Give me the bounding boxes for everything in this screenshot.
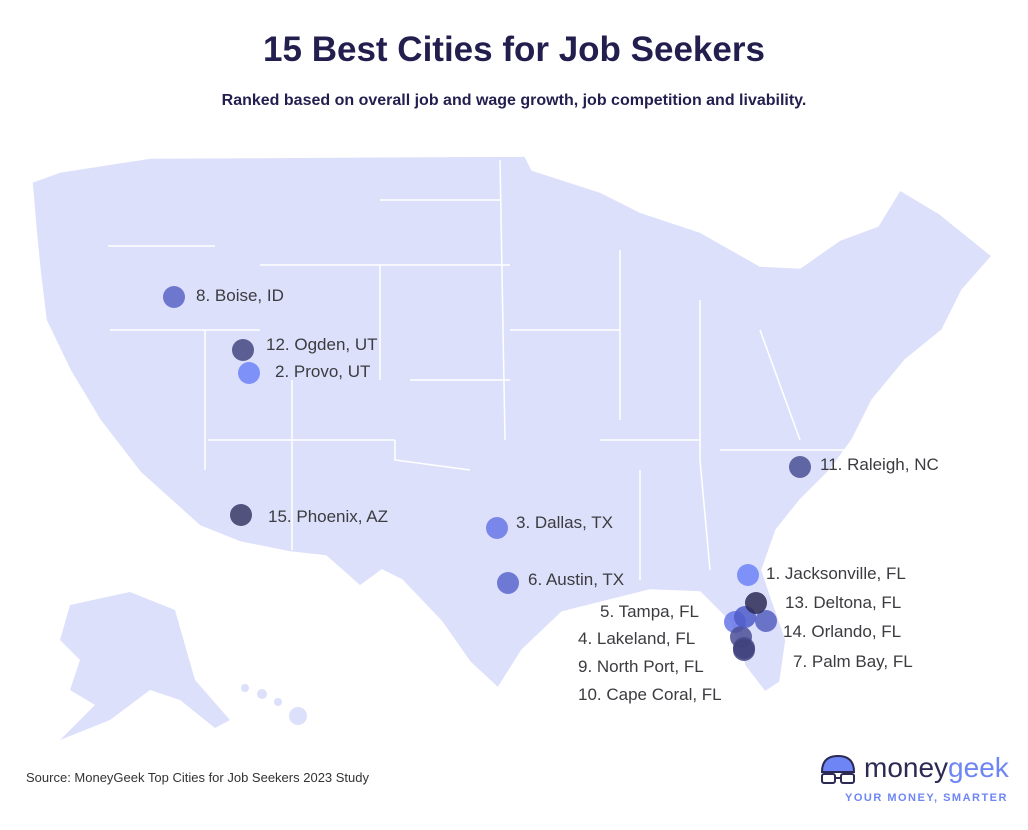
- city-marker-14: [755, 610, 777, 632]
- city-marker-3: [486, 517, 508, 539]
- city-label-11: 11. Raleigh, NC: [820, 455, 939, 474]
- city-marker-8: [163, 286, 185, 308]
- city-label-14: 14. Orlando, FL: [783, 622, 902, 641]
- subtitle: Ranked based on overall job and wage gro…: [221, 92, 807, 109]
- city-label-1: 1. Jacksonville, FL: [766, 564, 906, 583]
- logo-tagline: YOUR MONEY, SMARTER: [845, 792, 1008, 804]
- moneygeek-logo: moneygeek YOUR MONEY, SMARTER: [818, 752, 1018, 812]
- city-label-8: 8. Boise, ID: [196, 286, 284, 305]
- city-label-4: 4. Lakeland, FL: [578, 629, 696, 648]
- city-label-12: 12. Ogden, UT: [266, 335, 378, 354]
- logo-wordmark: moneygeek: [864, 752, 1009, 783]
- city-label-10: 10. Cape Coral, FL: [578, 685, 722, 704]
- city-label-2: 2. Provo, UT: [275, 362, 371, 381]
- city-label-7: 7. Palm Bay, FL: [793, 652, 913, 671]
- city-label-9: 9. North Port, FL: [578, 657, 704, 676]
- city-marker-15: [230, 504, 252, 526]
- city-label-3: 3. Dallas, TX: [516, 513, 614, 532]
- city-marker-1: [737, 564, 759, 586]
- city-marker-6: [497, 572, 519, 594]
- city-marker-13: [745, 592, 767, 614]
- hawaii: [241, 684, 307, 725]
- city-marker-12: [232, 339, 254, 361]
- city-label-5: 5. Tampa, FL: [600, 602, 699, 621]
- geek-mascot-icon: [820, 754, 856, 784]
- contiguous-us: [31, 155, 994, 694]
- city-label-15: 15. Phoenix, AZ: [268, 507, 389, 526]
- alaska: [60, 592, 230, 740]
- city-marker-2: [238, 362, 260, 384]
- city-marker-11: [789, 456, 811, 478]
- city-marker-10: [733, 639, 755, 661]
- source-note: Source: MoneyGeek Top Cities for Job See…: [26, 770, 370, 785]
- page-title: 15 Best Cities for Job Seekers: [263, 30, 765, 69]
- city-label-13: 13. Deltona, FL: [785, 593, 902, 612]
- state-borders: [108, 159, 860, 580]
- city-label-6: 6. Austin, TX: [528, 570, 625, 589]
